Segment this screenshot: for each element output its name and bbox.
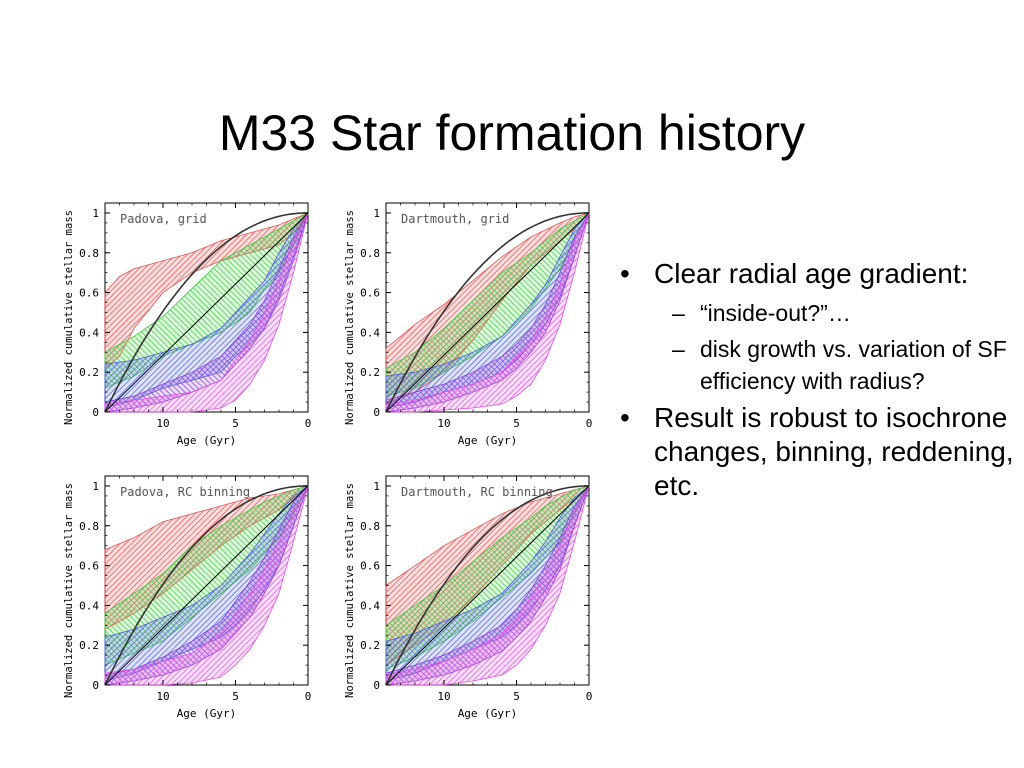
- chart-panel-4: 0 0.2 0.4 0.6 0.8 1 10 5 0 Dartmouth, RC binning A…: [341, 456, 631, 726]
- sub-bullet-item: – “inside-out?”…: [614, 297, 1019, 329]
- reference-line-curve: [104, 485, 308, 686]
- y-tick-label: 0.4: [79, 599, 99, 612]
- bullet-text: Clear radial age gradient:: [654, 258, 969, 289]
- y-tick-label: 1: [373, 480, 380, 493]
- chart-panel-2: 0 0.2 0.4 0.6 0.8 1 10 5 0 Dartmouth, grid Age (Gy…: [341, 183, 631, 453]
- sub-bullet-item: – disk growth vs. variation of SF effici…: [614, 333, 1019, 397]
- chart-panel-1: 0 0.2 0.4 0.6 0.8 1 10 5 0 Padova, grid Age (Gyr) N…: [60, 183, 350, 453]
- slide-title: M33 Star formation history: [218, 105, 806, 161]
- x-tick-label: 5: [513, 417, 520, 430]
- y-tick-label: 0: [373, 679, 380, 692]
- y-tick-label: 0: [92, 406, 99, 419]
- x-tick-label: 0: [305, 417, 312, 430]
- y-tick-label: 0: [373, 406, 380, 419]
- sfh-band: [385, 212, 590, 413]
- y-tick-label: 0.4: [360, 599, 380, 612]
- bullet-item: • Clear radial age gradient:: [614, 257, 1019, 291]
- x-tick-label: 10: [156, 417, 169, 430]
- x-axis-label: Age (Gyr): [458, 707, 518, 720]
- sub-bullet-text: disk growth vs. variation of SF efficien…: [700, 336, 1007, 394]
- reference-line-linear: [104, 485, 309, 686]
- y-tick-label: 0: [92, 679, 99, 692]
- x-tick-label: 0: [586, 417, 593, 430]
- y-tick-label: 0.2: [79, 366, 99, 379]
- y-tick-label: 0.6: [360, 560, 380, 573]
- x-axis-label: Age (Gyr): [458, 434, 518, 447]
- y-tick-label: 1: [373, 207, 380, 220]
- dash-icon: –: [672, 336, 685, 362]
- reference-line-linear: [385, 212, 590, 413]
- y-tick-label: 1: [92, 207, 99, 220]
- y-tick-label: 0.8: [79, 247, 99, 260]
- x-tick-label: 0: [305, 690, 312, 703]
- reference-line-curve: [104, 212, 308, 413]
- dash-icon: –: [672, 300, 685, 326]
- y-tick-label: 0.2: [360, 639, 380, 652]
- chart-title: Dartmouth, RC binning: [401, 485, 553, 499]
- chart-svg-1: 0 0.2 0.4 0.6 0.8 1 10 5 0 Padova, grid Age (Gyr) N…: [63, 202, 312, 447]
- y-axis-label: Normalized cumulative stellar mass: [63, 483, 75, 698]
- bullet-dot-icon: •: [620, 402, 630, 433]
- bullet-list: • Clear radial age gradient: – “inside-o…: [614, 257, 1019, 509]
- chart-svg-2: 0 0.2 0.4 0.6 0.8 1 10 5 0 Dartmouth, grid Age (Gy…: [344, 202, 593, 447]
- y-tick-label: 0.8: [360, 247, 380, 260]
- y-tick-label: 0.8: [79, 520, 99, 533]
- y-axis-label: Normalized cumulative stellar mass: [63, 210, 75, 425]
- reference-line-curve: [385, 485, 589, 686]
- y-tick-label: 0.8: [360, 520, 380, 533]
- x-tick-label: 5: [513, 690, 520, 703]
- x-axis-label: Age (Gyr): [177, 434, 237, 447]
- sub-bullet-text: “inside-out?”…: [700, 300, 851, 326]
- reference-line-linear: [385, 485, 590, 686]
- chart-svg-3: 0 0.2 0.4 0.6 0.8 1 10 5 0 Padova, RC binning Age …: [63, 475, 312, 720]
- chart-title: Padova, RC binning: [120, 485, 250, 499]
- y-tick-label: 0.4: [360, 326, 380, 339]
- y-axis-label: Normalized cumulative stellar mass: [344, 483, 356, 698]
- y-tick-label: 0.4: [79, 326, 99, 339]
- y-axis-label: Normalized cumulative stellar mass: [344, 210, 356, 425]
- y-tick-label: 0.2: [360, 366, 380, 379]
- x-tick-label: 10: [437, 690, 450, 703]
- x-tick-label: 10: [437, 417, 450, 430]
- chart-title: Padova, grid: [120, 212, 207, 226]
- x-tick-label: 5: [232, 417, 239, 430]
- chart-title: Dartmouth, grid: [401, 212, 509, 226]
- chart-panel-3: 0 0.2 0.4 0.6 0.8 1 10 5 0 Padova, RC binning Age …: [60, 456, 350, 726]
- y-tick-label: 0.2: [79, 639, 99, 652]
- y-tick-label: 0.6: [79, 560, 99, 573]
- y-tick-label: 0.6: [79, 287, 99, 300]
- bullet-dot-icon: •: [620, 258, 630, 289]
- bullet-item: • Result is robust to isochrone changes,…: [614, 401, 1019, 503]
- x-tick-label: 10: [156, 690, 169, 703]
- y-tick-label: 1: [92, 480, 99, 493]
- reference-line-curve: [385, 212, 589, 413]
- y-tick-label: 0.6: [360, 287, 380, 300]
- bullet-text: Result is robust to isochrone changes, b…: [654, 402, 1014, 501]
- x-tick-label: 5: [232, 690, 239, 703]
- reference-line-linear: [104, 212, 309, 413]
- chart-svg-4: 0 0.2 0.4 0.6 0.8 1 10 5 0 Dartmouth, RC binning A…: [344, 475, 593, 720]
- x-axis-label: Age (Gyr): [177, 707, 237, 720]
- x-tick-label: 0: [586, 690, 593, 703]
